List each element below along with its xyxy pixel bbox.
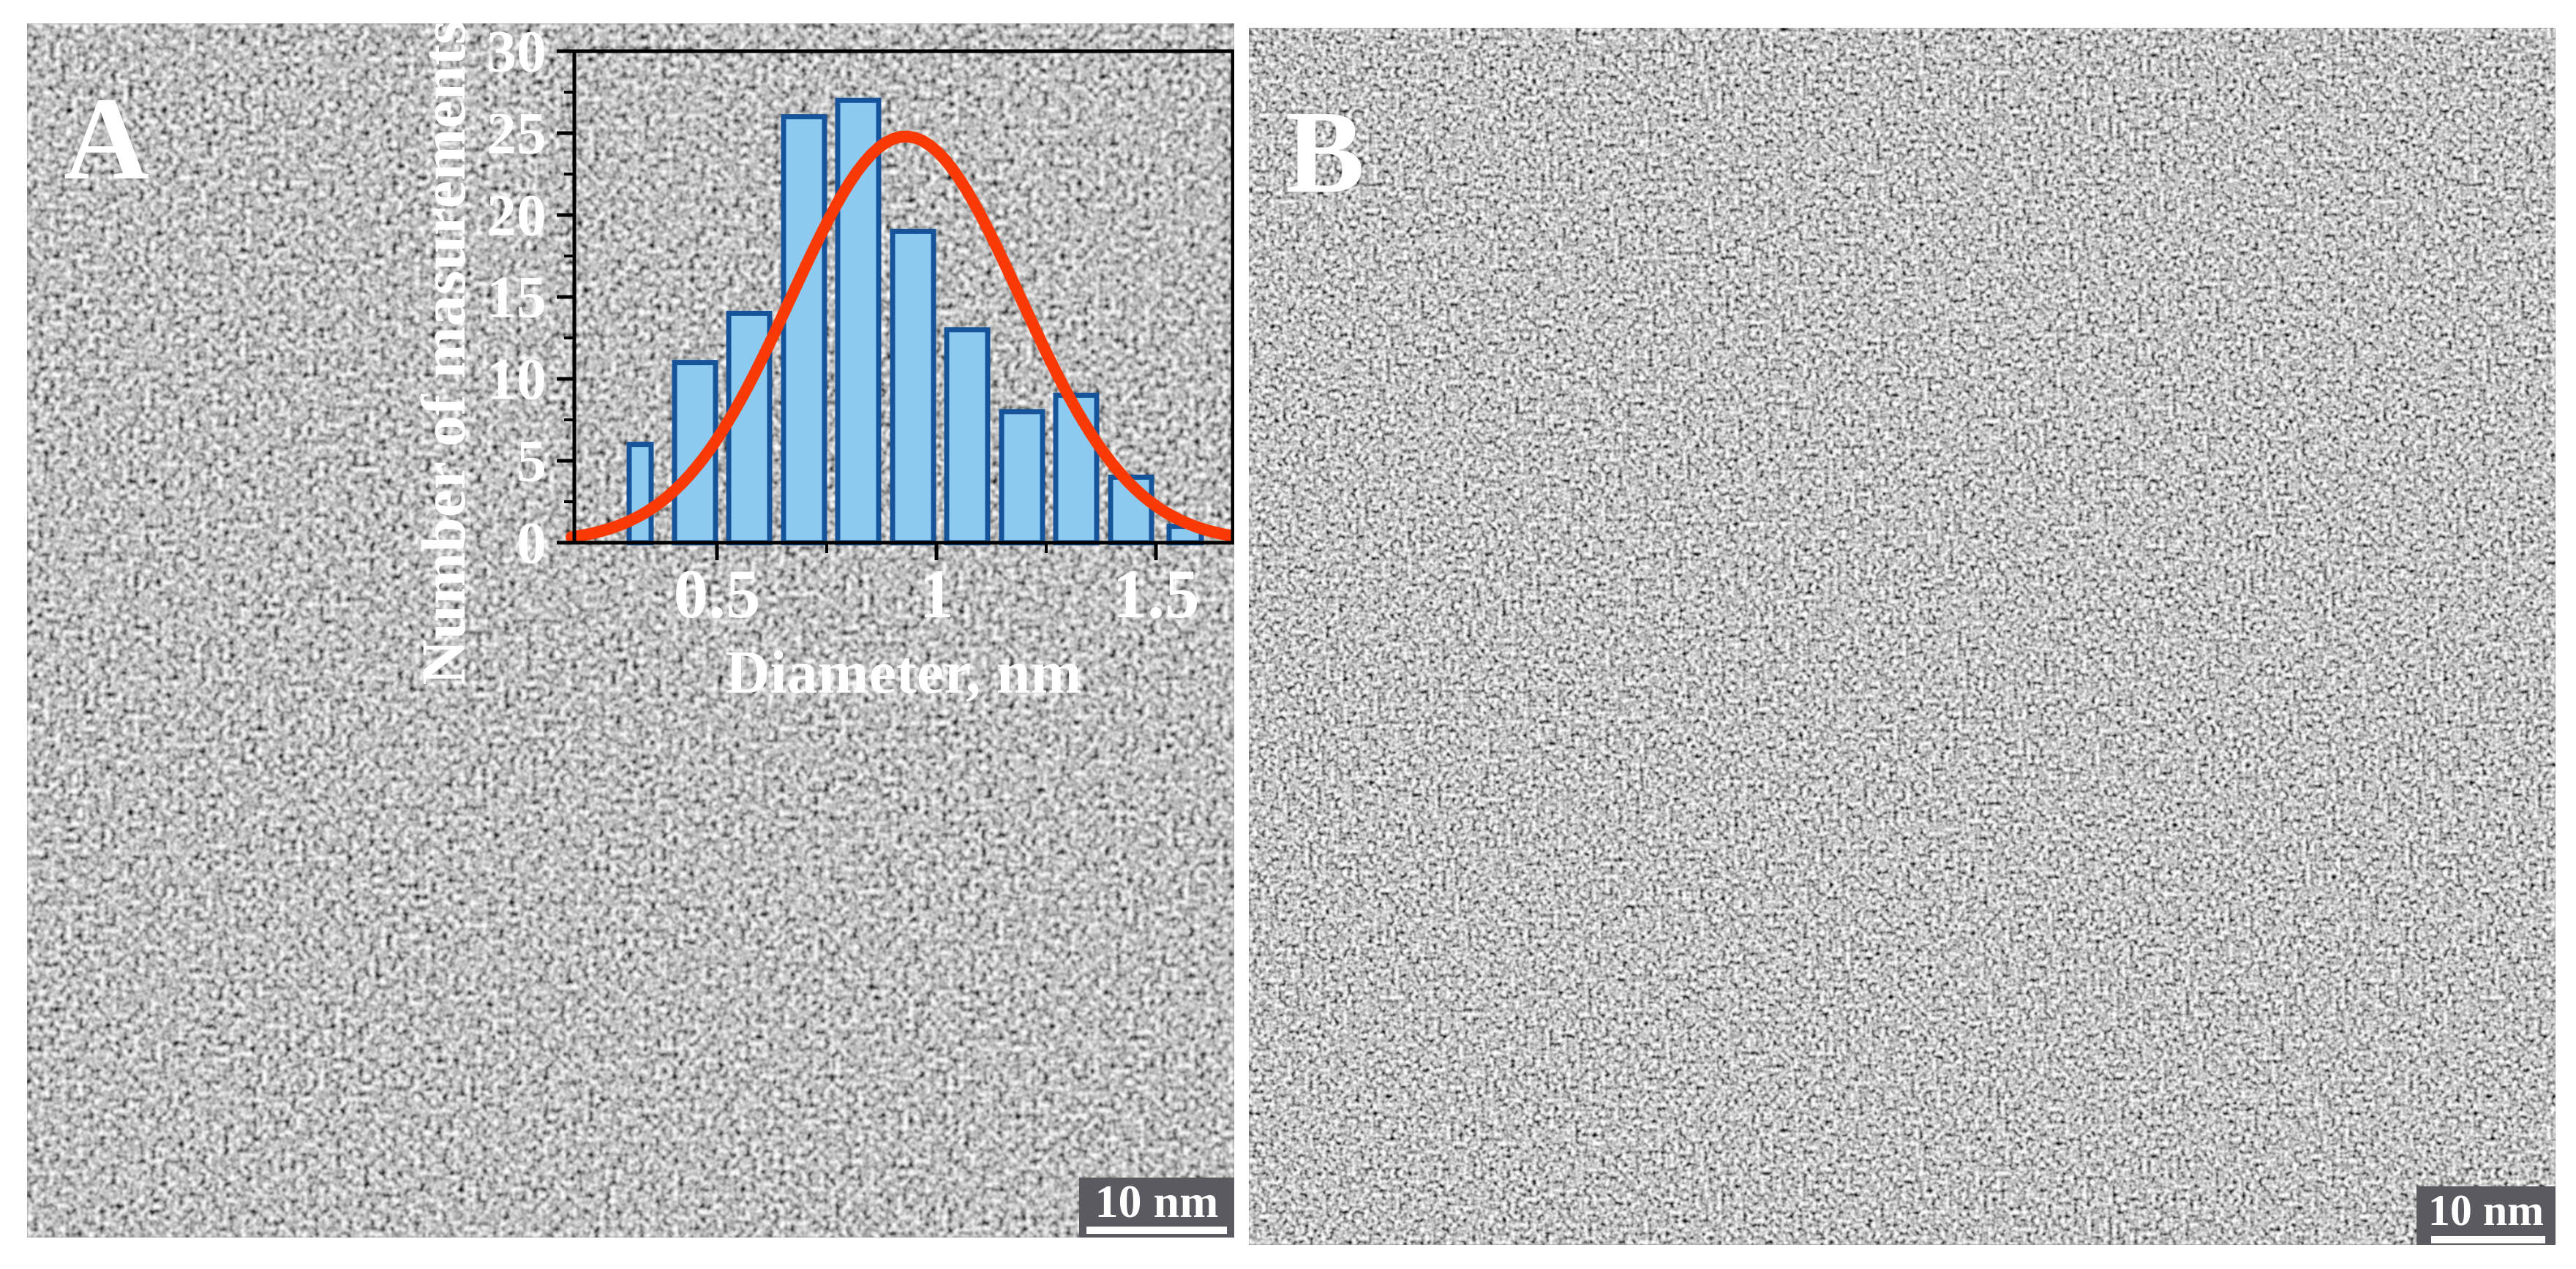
panel-a-scalebar-text: 10 nm xyxy=(1094,1175,1219,1227)
panel-a-label: A xyxy=(64,74,149,205)
panel-a-scalebar: 10 nm xyxy=(1079,1175,1234,1238)
panel-b-scalebar-text: 10 nm xyxy=(2427,1186,2545,1235)
tem-noise-texture-b xyxy=(1249,28,2556,1245)
panel-b-tem-image: B 10 nm xyxy=(1249,28,2556,1245)
panel-a-tem-image: 0 5 10 15 20 25 30 0.5 1 1.5 Diameter, nm Number of… xyxy=(27,23,1234,1238)
panel-b-label: B xyxy=(1285,87,1365,218)
panel-b-scalebar-line xyxy=(2431,1236,2545,1243)
panel-b-scalebar: 10 nm xyxy=(2417,1186,2556,1245)
panel-a-scalebar-line xyxy=(1086,1227,1227,1234)
tem-noise-texture-a xyxy=(27,23,1234,1238)
